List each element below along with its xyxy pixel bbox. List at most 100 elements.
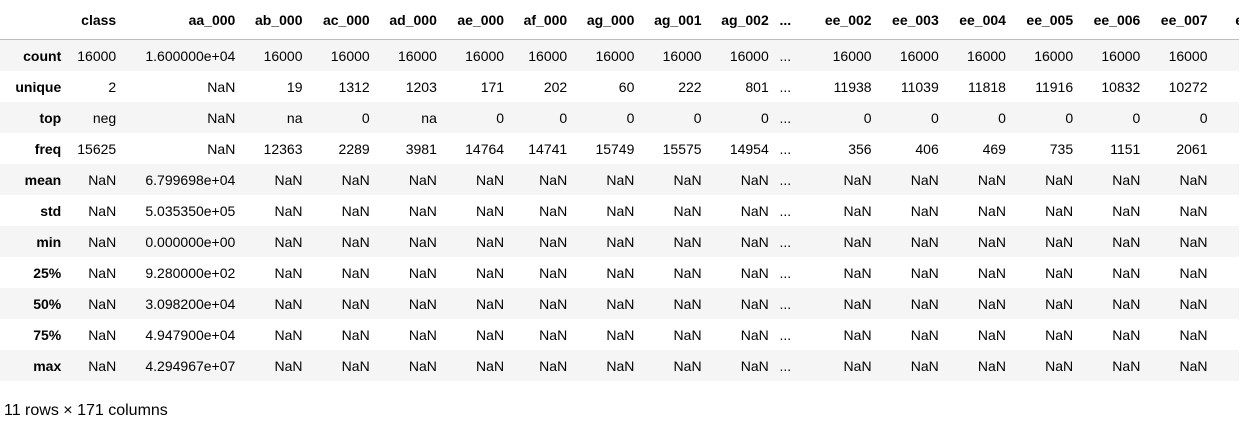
table-cell: 0 [1132, 109, 1141, 126]
table-cell: 16000 [77, 47, 117, 64]
table-cell: ... [779, 47, 792, 64]
column-header: ee_007 [1148, 0, 1216, 40]
table-cell: 16000 [397, 47, 437, 64]
table-cell: NaN [476, 264, 505, 281]
table-cell: 11039 [900, 78, 939, 95]
table-cell: NaN [740, 233, 769, 250]
table-cell: 4500 [1216, 133, 1240, 164]
table-cell: 8315 [1216, 71, 1240, 102]
row-index-label: freq [34, 140, 62, 157]
table-cell: NaN [1112, 326, 1141, 343]
table-cell: 0 [496, 109, 505, 126]
table-row: 75% NaN 4.947900e+04 NaN NaN NaN NaN NaN NaN NaN N… [0, 319, 1239, 350]
column-header: ad_000 [377, 0, 445, 40]
column-header: ee_003 [879, 0, 947, 40]
table-cell: NaN [274, 202, 303, 219]
table-cell: NaN [740, 357, 769, 374]
table-cell: NaN [977, 326, 1006, 343]
table-cell: NaN [88, 264, 117, 281]
row-index-label: 75% [33, 326, 62, 343]
table-cell: NaN [1179, 357, 1208, 374]
table-cell: 10832 [1101, 78, 1141, 95]
table-cell: ... [779, 233, 792, 250]
column-header: ag_000 [575, 0, 643, 40]
column-header: ac_000 [310, 0, 378, 40]
table-cell: NaN [341, 233, 370, 250]
table-cell: NaN [1216, 226, 1240, 257]
table-row: min NaN 0.000000e+00 NaN NaN NaN NaN NaN NaN NaN N… [0, 226, 1239, 257]
table-cell: NaN [274, 295, 303, 312]
table-cell: NaN [341, 202, 370, 219]
table-cell: 14741 [528, 140, 568, 157]
table-cell: NaN [977, 264, 1006, 281]
table-cell: 0 [1216, 102, 1240, 133]
table-cell: NaN [843, 233, 872, 250]
table-cell: 16000 [1168, 47, 1208, 64]
table-cell: ... [779, 140, 792, 157]
table-cell: 4.294967e+07 [145, 357, 236, 374]
table-cell: NaN [539, 171, 568, 188]
table-cell: 16000 [967, 47, 1006, 64]
table-cell: 202 [543, 78, 568, 95]
table-cell: NaN [1216, 288, 1240, 319]
column-header: ae_000 [444, 0, 513, 40]
table-cell: NaN [408, 326, 437, 343]
table-cell: 0 [863, 109, 872, 126]
table-cell: 15625 [77, 140, 117, 157]
column-header: ee_008 [1215, 0, 1239, 40]
table-cell: NaN [910, 295, 939, 312]
table-cell: NaN [673, 171, 702, 188]
table-cell: NaN [207, 78, 236, 95]
table-cell: NaN [539, 357, 568, 374]
table-cell: NaN [843, 295, 872, 312]
table-row: 50% NaN 3.098200e+04 NaN NaN NaN NaN NaN NaN NaN N… [0, 288, 1239, 319]
table-cell: ... [779, 357, 792, 374]
table-cell: NaN [1045, 171, 1074, 188]
table-cell: NaN [1045, 233, 1074, 250]
table-cell: NaN [1179, 264, 1208, 281]
table-cell: NaN [977, 171, 1006, 188]
table-cell: 11818 [968, 78, 1006, 95]
table-cell: 11916 [1035, 78, 1074, 95]
row-index-label: unique [15, 78, 62, 95]
table-cell: NaN [1179, 295, 1208, 312]
table-cell: NaN [274, 233, 303, 250]
table-cell: NaN [910, 233, 939, 250]
table-cell: 1151 [1110, 140, 1141, 157]
column-header: ee_006 [1081, 0, 1149, 40]
table-cell: 3981 [405, 140, 437, 157]
table-cell: NaN [408, 202, 437, 219]
table-cell: 0.000000e+00 [145, 233, 236, 250]
table-cell: NaN [606, 264, 635, 281]
table-cell: NaN [1179, 171, 1208, 188]
table-cell: 12363 [263, 140, 303, 157]
table-cell: NaN [539, 264, 568, 281]
table-cell: ... [779, 264, 792, 281]
table-cell: ... [779, 202, 792, 219]
table-cell: NaN [1045, 357, 1074, 374]
table-cell: NaN [977, 295, 1006, 312]
row-index-label: min [36, 233, 62, 250]
table-cell: 16000 [465, 47, 505, 64]
table-cell: NaN [673, 295, 702, 312]
describe-table: class aa_000 ab_000 ac_000 ad_000 ae_000 af_00… [0, 0, 1240, 374]
table-cell: NaN [408, 171, 437, 188]
table-cell: 16000 [729, 47, 769, 64]
table-cell: NaN [1045, 202, 1074, 219]
table-cell: NaN [1179, 202, 1208, 219]
table-cell: NaN [843, 357, 872, 374]
table-cell: NaN [274, 326, 303, 343]
table-cell: NaN [910, 326, 939, 343]
table-cell: 19 [286, 78, 303, 95]
table-cell: NaN [274, 357, 303, 374]
table-cell: NaN [977, 233, 1006, 250]
table-cell: 6.799698e+04 [145, 171, 236, 188]
table-cell: 11938 [833, 78, 872, 95]
table-cell: NaN [88, 326, 117, 343]
column-header: ee_002 [799, 0, 880, 40]
table-cell: 2 [108, 78, 117, 95]
row-index-label: mean [24, 171, 62, 188]
table-cell: NaN [740, 202, 769, 219]
table-row: count 16000 1.600000e+04 16000 16000 16000 160… [0, 39, 1239, 71]
